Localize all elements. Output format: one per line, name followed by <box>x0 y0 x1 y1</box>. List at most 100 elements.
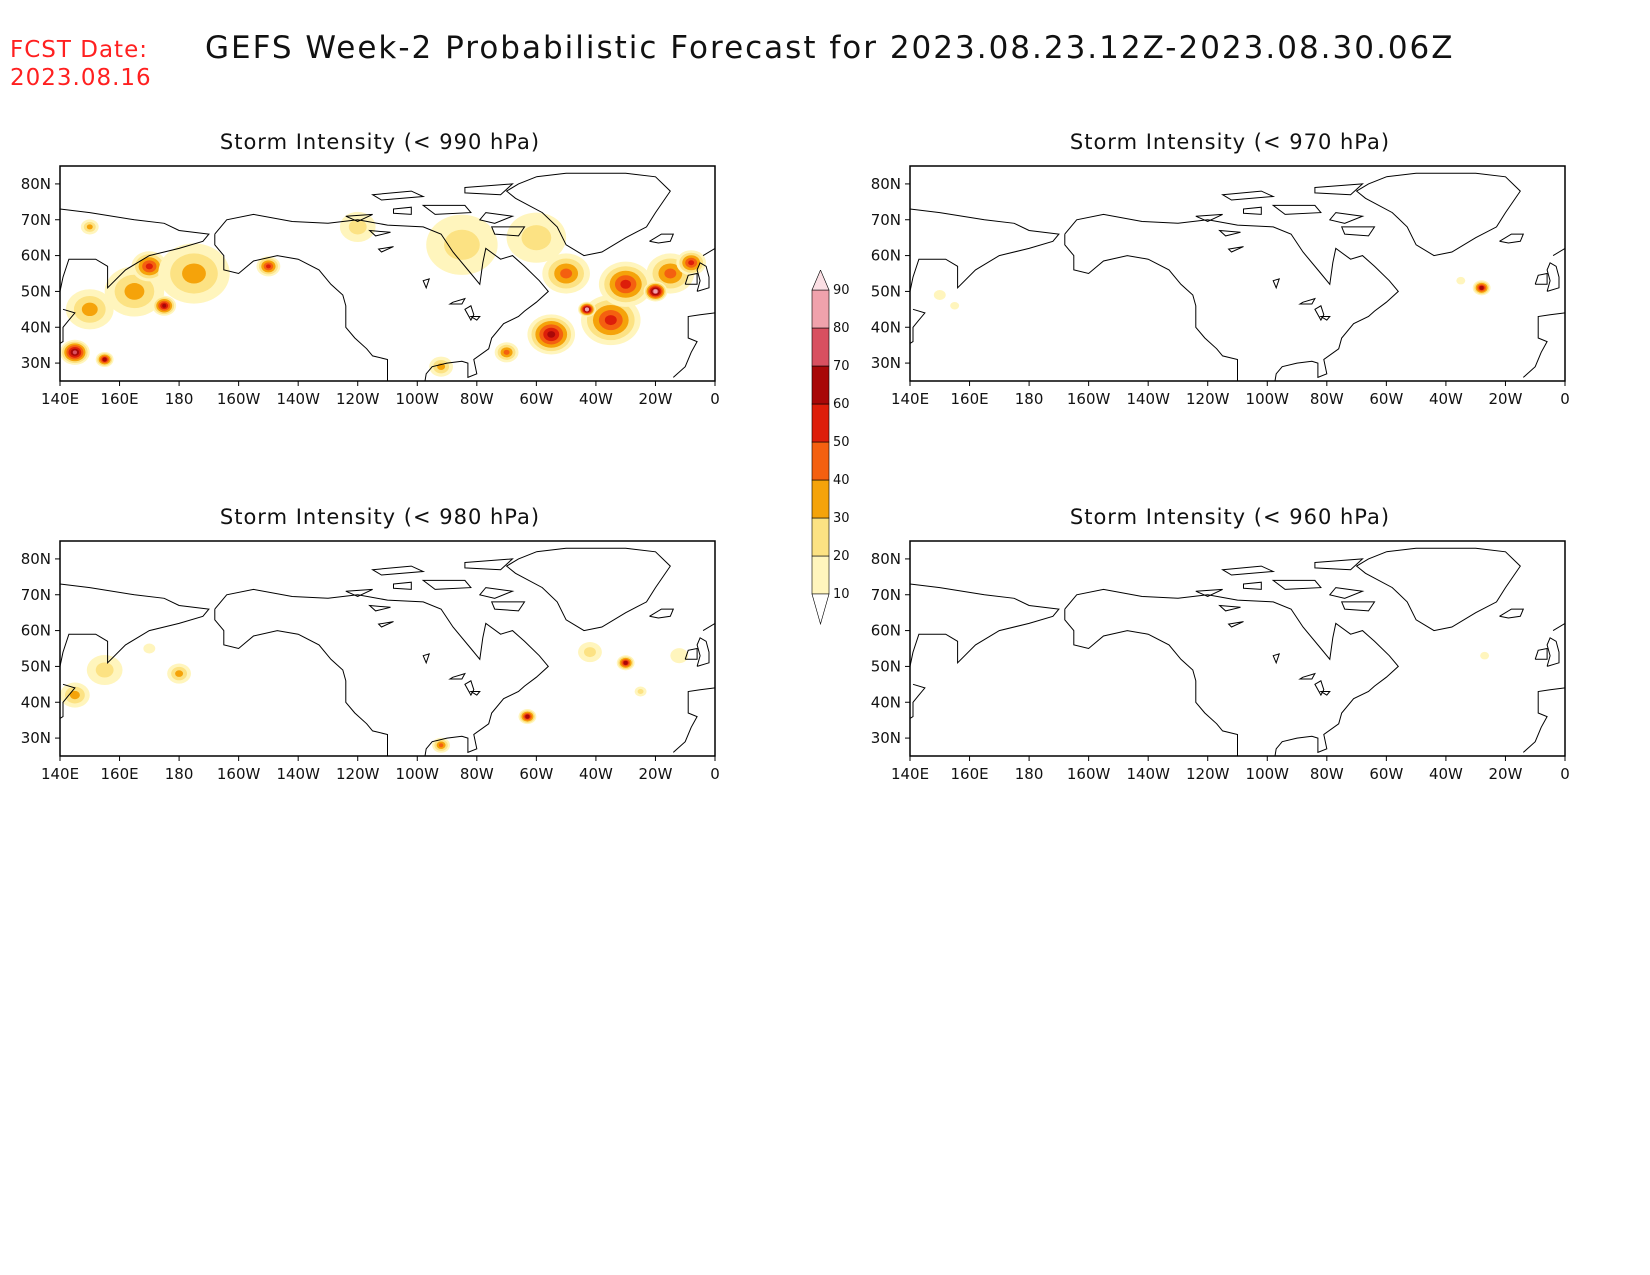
lon-tick-label: 120W <box>336 390 380 408</box>
lake-outline <box>1227 621 1244 628</box>
coastline <box>1064 588 1399 756</box>
probability-contour <box>266 264 271 269</box>
lake-outline <box>368 229 391 237</box>
lon-tick-label: 140W <box>276 390 320 408</box>
probability-contour <box>637 688 644 695</box>
legend-bottom-arrow <box>811 593 830 626</box>
coastline <box>505 547 671 632</box>
lon-tick-label: 80W <box>460 765 494 783</box>
probability-contour <box>438 743 444 748</box>
island-outline <box>1221 565 1276 576</box>
lon-tick-label: 60W <box>1369 390 1403 408</box>
probability-contour <box>162 303 167 308</box>
lon-tick-label: 140E <box>41 390 79 408</box>
island-outline <box>393 581 412 590</box>
panel-title: Storm Intensity (< 970 hPa) <box>1069 130 1391 154</box>
island-outline <box>1271 579 1322 590</box>
lon-tick-label: 60W <box>519 765 553 783</box>
lon-tick-label: 140E <box>891 765 929 783</box>
island-outline <box>1271 204 1322 215</box>
lake-outline <box>464 680 475 697</box>
lat-tick-label: 50N <box>21 282 51 300</box>
probability-contour <box>102 357 107 362</box>
lon-tick-label: 180 <box>165 390 194 408</box>
lon-tick-label: 20W <box>1488 390 1522 408</box>
lake-outline <box>448 672 466 680</box>
probability-field <box>910 172 1565 406</box>
probability-contour <box>81 302 98 317</box>
lon-tick-label: 0 <box>710 765 720 783</box>
lon-tick-label: 180 <box>165 765 194 783</box>
coastline <box>702 247 715 263</box>
probability-contour <box>664 268 677 279</box>
lon-tick-label: 80W <box>460 390 494 408</box>
lat-tick-label: 70N <box>871 211 901 229</box>
coastline <box>649 608 675 619</box>
legend-level-label: 30 <box>833 511 850 526</box>
probability-field <box>60 547 715 756</box>
legend-level-label: 70 <box>833 359 850 374</box>
coastline <box>1499 608 1525 619</box>
lat-tick-label: 70N <box>871 586 901 604</box>
probability-contour <box>182 263 206 284</box>
coastlines <box>910 172 1565 406</box>
lon-tick-label: 40W <box>579 390 613 408</box>
lon-tick-label: 140W <box>1126 390 1170 408</box>
lon-tick-label: 140E <box>41 765 79 783</box>
lon-tick-label: 100W <box>1246 390 1290 408</box>
lake-outline <box>464 305 475 322</box>
panel-title: Storm Intensity (< 960 hPa) <box>1069 505 1391 529</box>
coastline <box>214 213 549 381</box>
lon-tick-label: 160E <box>950 765 988 783</box>
probability-contour <box>620 279 632 289</box>
coastline <box>1355 547 1521 632</box>
lake-outline <box>448 297 466 305</box>
probability-contour <box>560 268 573 279</box>
probability-contour <box>1480 651 1490 660</box>
forecast-date-value: 2023.08.16 <box>10 65 152 91</box>
coastline <box>696 637 710 667</box>
island-outline <box>393 206 412 215</box>
island-outline <box>478 587 515 599</box>
probability-contour <box>1479 285 1484 290</box>
color-scale-legend: 10 20 30 40 50 60 70 80 90 <box>811 270 850 626</box>
probability-contour <box>69 690 80 700</box>
legend-level-label: 50 <box>833 435 850 450</box>
lat-tick-label: 70N <box>21 586 51 604</box>
lake-outline <box>1218 604 1241 612</box>
island-outline <box>1221 190 1276 201</box>
legend-swatch <box>811 479 830 519</box>
lon-tick-label: 160W <box>1067 765 1111 783</box>
lon-tick-label: 20W <box>638 765 672 783</box>
island-outline <box>464 558 514 571</box>
legend-level-label: 60 <box>833 397 850 412</box>
lon-tick-label: 160W <box>1067 390 1111 408</box>
lat-tick-label: 60N <box>21 622 51 640</box>
lake-outline <box>469 316 481 321</box>
probability-contour <box>86 224 93 230</box>
island-outline <box>1195 588 1223 598</box>
lake-outline <box>1218 229 1241 237</box>
probability-contour <box>143 643 156 654</box>
probability-contour <box>525 714 530 719</box>
lake-outline <box>1298 297 1316 305</box>
island-outline <box>478 212 515 224</box>
probability-contour <box>145 263 153 270</box>
lat-tick-label: 50N <box>21 657 51 675</box>
map-panel-980: Storm Intensity (< 980 hPa) 140E 160E 180 1… <box>0 505 760 845</box>
coastline <box>1064 213 1399 381</box>
lon-tick-label: 160W <box>217 390 261 408</box>
probability-contour <box>348 219 367 235</box>
coastline <box>1552 622 1565 638</box>
legend-level-label: 80 <box>833 321 850 336</box>
probability-field <box>60 172 715 381</box>
lon-tick-label: 80W <box>1310 390 1344 408</box>
lat-tick-label: 60N <box>871 247 901 265</box>
lon-tick-label: 120W <box>1186 390 1230 408</box>
coastline <box>672 687 715 753</box>
coastline <box>1351 401 1363 406</box>
map-plot: 140E 160E 180 160W 140W 120W 100W 80W 60W 40W 20W 0… <box>21 165 720 408</box>
lon-tick-label: 120W <box>336 765 380 783</box>
lake-outline <box>1272 278 1280 290</box>
island-outline <box>1314 558 1364 571</box>
